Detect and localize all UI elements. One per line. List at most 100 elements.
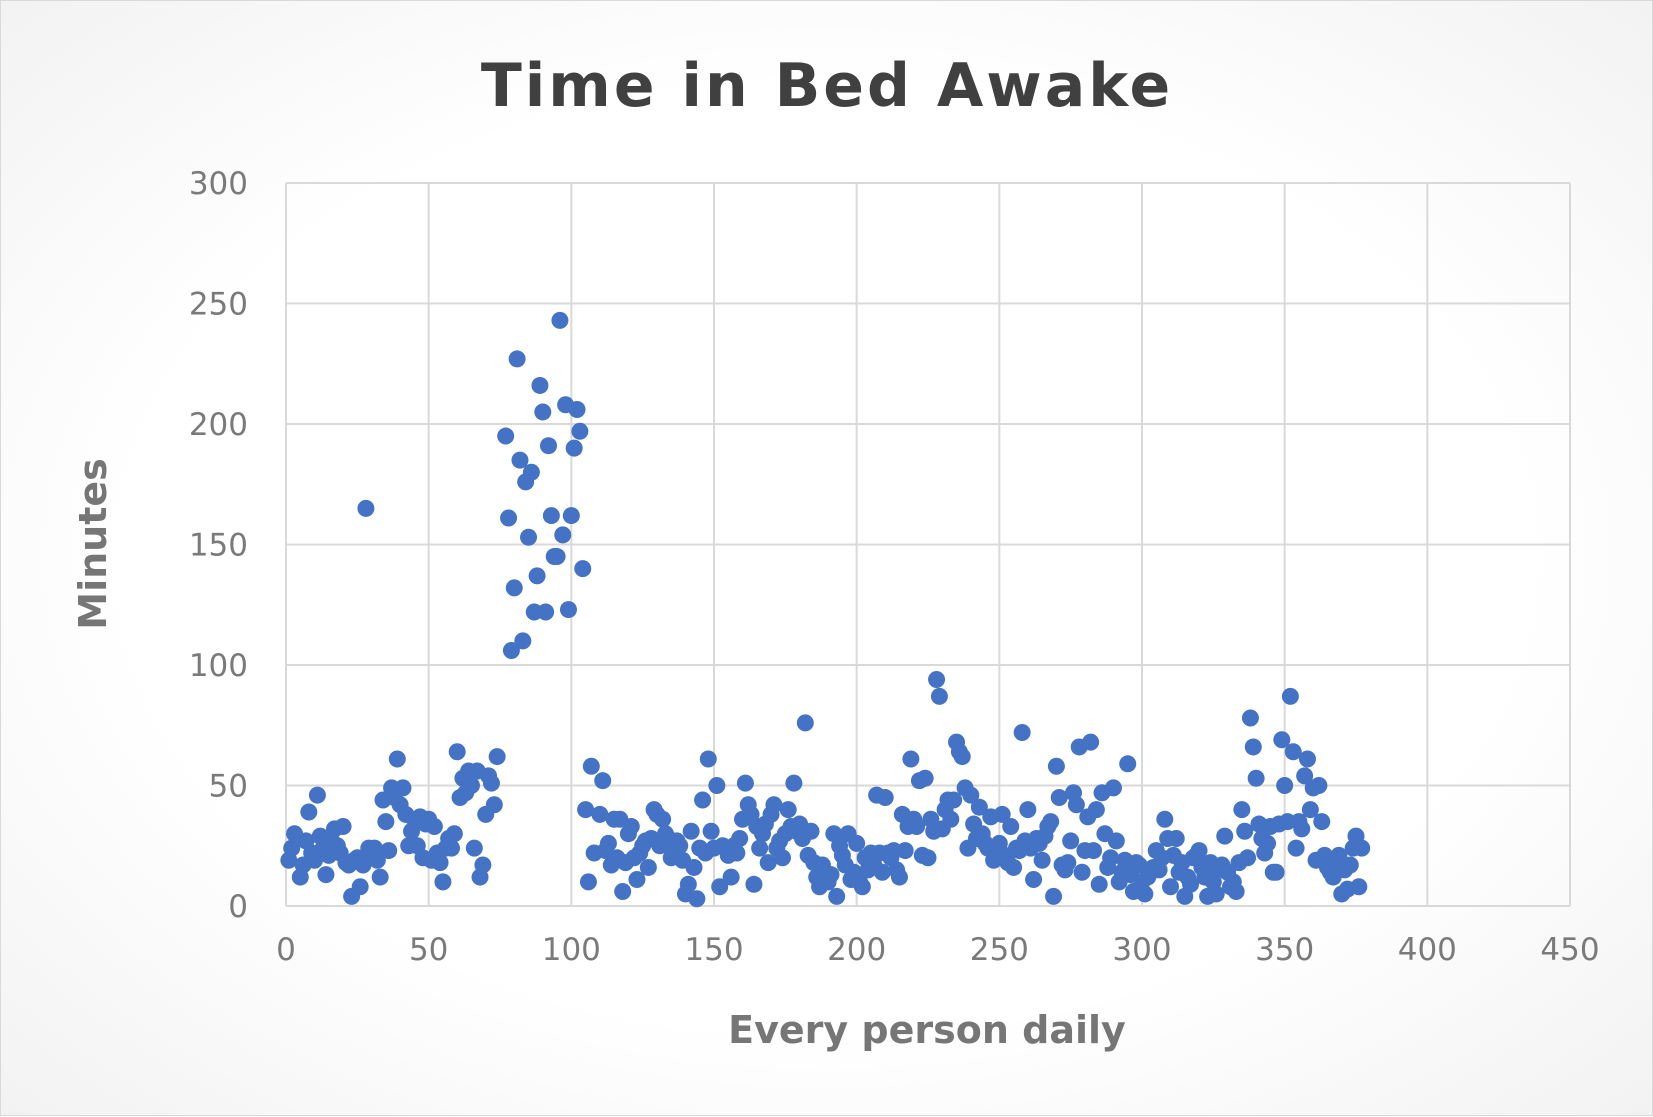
data-point (942, 810, 960, 828)
data-point (702, 822, 720, 840)
data-point (671, 837, 689, 855)
data-point (351, 878, 369, 896)
x-tick-label: 200 (827, 932, 886, 968)
data-points (280, 311, 1371, 908)
data-point (1330, 846, 1348, 864)
data-point (1059, 854, 1077, 872)
data-point (685, 858, 703, 876)
data-point (1227, 883, 1245, 901)
data-point (699, 750, 717, 768)
data-point (1190, 842, 1208, 860)
data-point (485, 796, 503, 814)
data-point (571, 422, 589, 440)
tick-labels: 0 50 100 150 200 250 300 0 50 100 150 200 250 300 350 4… (189, 166, 1600, 968)
data-point (1050, 789, 1068, 807)
data-point (628, 870, 646, 888)
data-point (873, 863, 891, 881)
data-point (445, 825, 463, 843)
data-point (1281, 687, 1299, 705)
y-axis-title: Minutes (71, 458, 115, 630)
x-tick-label: 50 (409, 932, 448, 968)
data-point (308, 786, 326, 804)
y-tick-label: 300 (189, 166, 248, 202)
data-point (731, 830, 749, 848)
data-point (1273, 731, 1291, 749)
data-point (1107, 832, 1125, 850)
data-point (1216, 827, 1234, 845)
data-point (434, 873, 452, 891)
data-point (1233, 801, 1251, 819)
data-point (1104, 779, 1122, 797)
data-point (708, 777, 726, 794)
data-point (1005, 858, 1023, 876)
data-point (751, 839, 769, 857)
data-point (1244, 738, 1262, 756)
data-point (1247, 769, 1265, 787)
x-tick-label: 250 (970, 932, 1029, 968)
data-point (317, 866, 335, 884)
data-point (1298, 750, 1316, 768)
data-point (500, 509, 518, 527)
y-tick-label: 50 (209, 769, 248, 805)
data-point (1156, 810, 1174, 828)
data-point (431, 854, 449, 872)
data-point (822, 866, 840, 884)
data-point (1296, 767, 1314, 785)
data-point (448, 743, 466, 761)
data-point (1102, 849, 1120, 867)
data-point (622, 817, 640, 835)
data-point (688, 890, 706, 908)
data-point (1136, 885, 1154, 903)
data-point (474, 856, 492, 874)
data-point (368, 851, 386, 869)
data-point (579, 873, 597, 891)
data-point (1002, 817, 1020, 835)
data-point (1236, 822, 1254, 840)
x-tick-label: 300 (1112, 932, 1171, 968)
data-point (591, 805, 609, 823)
y-tick-label: 100 (189, 648, 248, 684)
data-point (502, 642, 520, 660)
data-point (442, 839, 460, 857)
data-point (574, 560, 592, 578)
data-point (639, 858, 657, 876)
data-point (919, 849, 937, 867)
data-point (1267, 863, 1285, 881)
data-point (1284, 743, 1302, 761)
data-point (1310, 777, 1328, 794)
data-point (1013, 723, 1031, 741)
data-point (511, 451, 529, 469)
data-point (1067, 796, 1085, 814)
data-point (554, 526, 572, 544)
data-point (1182, 875, 1200, 893)
data-point (728, 844, 746, 862)
data-point (522, 463, 540, 481)
data-point (531, 376, 549, 394)
data-point (1167, 830, 1185, 848)
data-point (1047, 757, 1065, 775)
data-point (773, 849, 791, 867)
data-point (334, 817, 352, 835)
data-point (508, 350, 526, 368)
data-point (1313, 813, 1331, 831)
data-point (380, 842, 398, 860)
data-point (542, 507, 560, 525)
y-tick-label: 0 (228, 889, 248, 925)
data-point (916, 769, 934, 787)
data-point (394, 779, 412, 797)
data-point (745, 875, 763, 893)
data-point (1162, 878, 1180, 896)
data-point (548, 548, 566, 566)
chart-title: Time in Bed Awake (481, 51, 1173, 121)
data-point (528, 567, 546, 585)
x-tick-label: 400 (1398, 932, 1457, 968)
x-tick-label: 100 (542, 932, 601, 968)
data-point (1119, 755, 1137, 773)
data-point (514, 632, 532, 650)
data-point (908, 817, 926, 835)
data-point (1287, 839, 1305, 857)
data-point (970, 798, 988, 816)
data-point (534, 403, 552, 421)
data-point (654, 810, 672, 828)
